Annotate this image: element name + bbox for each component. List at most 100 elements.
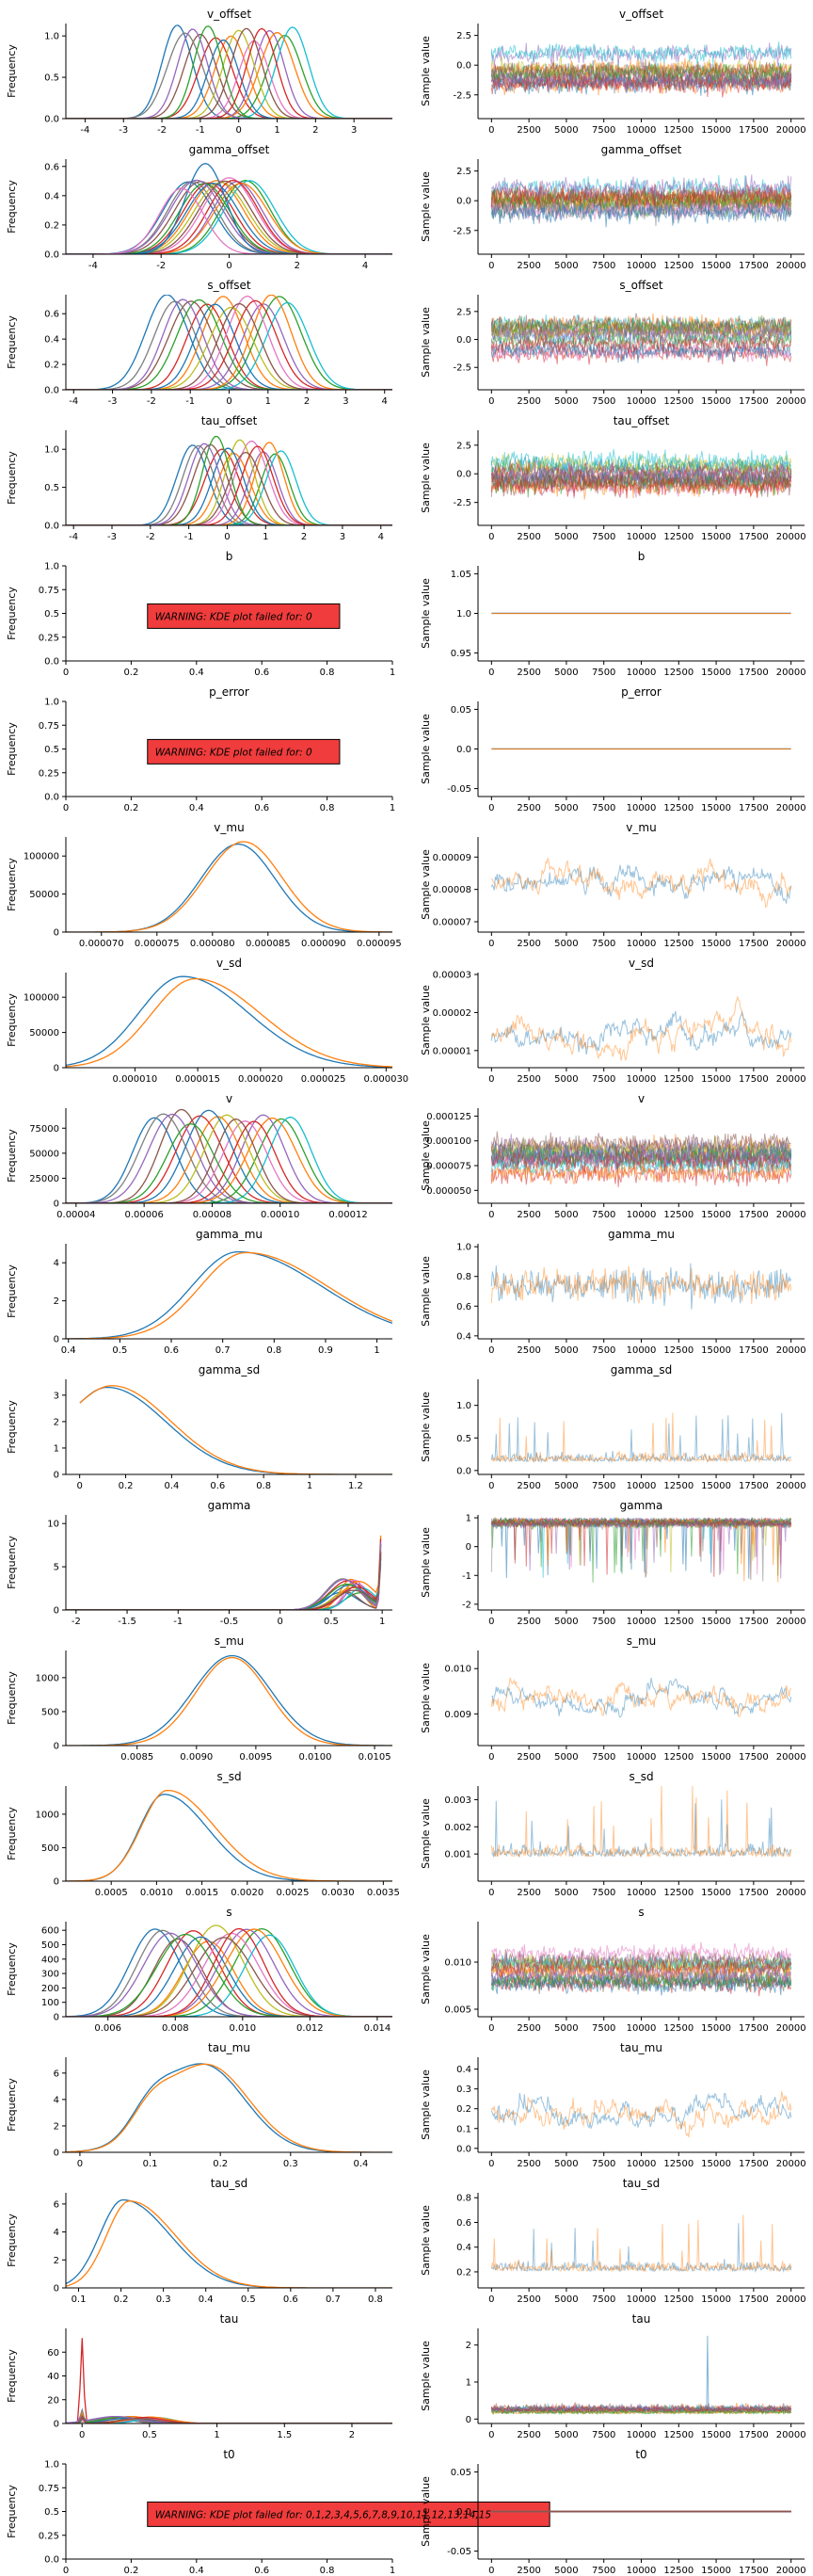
x-tick-label: 12500 (663, 2159, 693, 2169)
y-tick-label: 0.0 (456, 197, 471, 207)
x-tick-label: 5000 (554, 532, 578, 542)
plot-area (490, 313, 792, 366)
x-tick-label: 10000 (627, 1481, 657, 1491)
x-tick-label: 15000 (701, 1888, 731, 1898)
x-tick-label: 17500 (739, 1752, 769, 1763)
kde-line-chain-14 (66, 1113, 392, 1203)
y-axis-label: Sample value (420, 985, 432, 1055)
y-tick-label: 0.0 (44, 793, 59, 803)
kde-line-chain-0 (66, 1117, 392, 1203)
warning-text: WARNING: KDE plot failed for: 0 (155, 611, 312, 622)
subplot-v_offset-trace: v_offset Sample value 0 2500 5000 7500 10000 12… (420, 8, 806, 136)
y-tick-label: 0.05 (451, 2468, 471, 2478)
x-tick-label: 0.00012 (328, 1210, 367, 1220)
y-tick-label: 0.4 (456, 1331, 471, 1342)
x-tick-label: 0 (488, 1617, 494, 1627)
plot-area (66, 435, 392, 525)
subplot-title: t0 (223, 2448, 234, 2461)
x-tick-label: 15000 (701, 2566, 731, 2576)
x-tick-label: 1 (214, 2430, 219, 2440)
y-tick-label: 0.0 (456, 745, 471, 755)
kde-line-chain-0 (66, 975, 392, 1068)
y-tick-label: 0.010 (444, 1958, 471, 1969)
x-tick-label: 17500 (739, 125, 769, 136)
subplot-title: tau_mu (208, 2041, 250, 2054)
subplot-s_mu-kde: s_mu Frequency 0.0085 0.0090 0.0095 0.0100 0.0… (6, 1634, 392, 1763)
x-tick-label: 0.2 (119, 1481, 134, 1491)
y-tick-label: 1 (466, 1514, 471, 1524)
trace-line-chain-0 (490, 864, 792, 904)
plot-area (66, 2198, 392, 2288)
y-tick-label: 0.5 (44, 2507, 59, 2518)
subplot-title: b (226, 550, 233, 563)
x-tick-label: 0.5 (241, 2294, 256, 2305)
x-tick-label: 17500 (739, 803, 769, 813)
y-tick-label: 0.5 (44, 483, 59, 493)
kde-line-chain-1 (66, 452, 392, 525)
y-axis-label: Sample value (420, 1256, 432, 1327)
y-tick-label: 0 (54, 1606, 59, 1617)
x-tick-label: 0 (488, 1210, 494, 1220)
kde-line-chain-6 (66, 177, 392, 254)
trace-line-chain-0 (491, 2223, 792, 2274)
y-axis-label: Sample value (420, 1120, 432, 1191)
plot-area (490, 1412, 792, 1464)
x-tick-label: 20000 (776, 1345, 806, 1356)
x-tick-label: -1 (196, 125, 205, 136)
y-tick-label: 6 (54, 2199, 59, 2210)
kde-line-chain-0 (66, 1928, 392, 2017)
x-tick-label: 0.2 (123, 668, 138, 678)
x-tick-label: 7500 (592, 2159, 615, 2169)
y-axis-label: Frequency (6, 1536, 18, 1589)
kde-line-chain-1 (66, 1940, 392, 2017)
x-tick-label: 20000 (776, 261, 806, 271)
x-tick-label: -2 (72, 1617, 81, 1627)
x-tick-label: 2500 (517, 2566, 540, 2576)
x-tick-label: 10000 (627, 396, 657, 407)
y-tick-label: 500 (41, 1707, 59, 1717)
plot-area (490, 1786, 792, 1859)
y-tick-label: 0.00003 (433, 971, 471, 981)
kde-line-chain-1 (66, 1116, 392, 1203)
y-tick-label: 0.1 (456, 2124, 471, 2134)
x-tick-label: 20000 (776, 2159, 806, 2169)
x-tick-label: 7500 (592, 2566, 615, 2576)
x-tick-label: 0.4 (353, 2159, 368, 2169)
y-tick-label: 60 (47, 2348, 59, 2359)
kde-line-chain-5 (66, 1108, 392, 1203)
x-tick-label: 17500 (739, 2294, 769, 2305)
subplot-title: v_sd (629, 957, 654, 970)
y-tick-label: 0.000050 (426, 1186, 471, 1197)
subplot-tau_offset-kde: tau_offset Frequency -4 -3 -2 -1 0 1 2 3 4 0.0 0.5 1.… (6, 414, 392, 542)
x-tick-label: 12500 (663, 2294, 693, 2305)
x-tick-label: 0 (488, 1345, 494, 1356)
plot-area (66, 1535, 382, 1610)
y-tick-label: 500 (41, 1843, 59, 1854)
x-tick-label: 0.0005 (95, 1888, 128, 1898)
y-tick-label: 75000 (29, 1124, 59, 1135)
x-tick-label: 0 (488, 396, 494, 407)
y-tick-label: 0.6 (44, 310, 59, 320)
trace-line-chain-1 (490, 2091, 792, 2138)
x-tick-label: 2 (304, 396, 310, 407)
x-tick-label: 15000 (701, 532, 731, 542)
x-tick-label: 7500 (592, 396, 615, 407)
kde-line-chain-8 (66, 29, 392, 119)
kde-line-chain-3 (66, 1552, 382, 1610)
y-tick-label: 0 (54, 928, 59, 939)
subplot-gamma_offset-trace: gamma_offset Sample value 0 2500 5000 7500 100… (420, 143, 806, 271)
kde-line-chain-1 (66, 1543, 382, 1610)
y-tick-label: 0.000100 (426, 1136, 471, 1147)
kde-line-chain-0 (66, 181, 392, 254)
kde-line-chain-3 (66, 2338, 392, 2423)
x-tick-label: 3 (351, 125, 357, 136)
x-tick-label: 15000 (701, 2159, 731, 2169)
y-tick-label: 0.5 (456, 1434, 471, 1444)
x-tick-label: 5000 (554, 668, 578, 678)
subplot-title: v_offset (619, 8, 663, 21)
y-tick-label: 0.000125 (426, 1112, 471, 1122)
x-tick-label: 12500 (663, 2430, 693, 2440)
x-tick-label: 0 (236, 125, 242, 136)
y-axis-label: Frequency (6, 587, 18, 640)
kde-line-chain-1 (66, 1789, 392, 1881)
